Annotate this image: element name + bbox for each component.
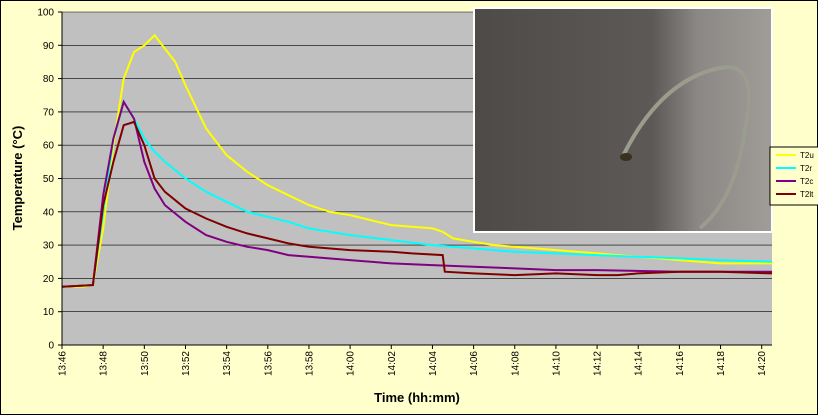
x-tick-label: 13:48: [99, 351, 110, 376]
legend-label: T2r: [800, 164, 812, 173]
y-tick-label: 40: [43, 207, 55, 218]
y-axis-title: Temperature (°C): [10, 126, 25, 231]
x-tick-label: 14:18: [716, 351, 727, 376]
x-axis-title: Time (hh:mm): [374, 390, 460, 405]
y-tick-label: 10: [43, 307, 55, 318]
x-tick-label: 14:14: [634, 351, 645, 376]
x-tick-label: 14:10: [551, 351, 562, 376]
x-tick-label: 14:04: [428, 351, 439, 376]
legend-box: [769, 146, 818, 206]
x-tick-label: 14:02: [387, 351, 398, 376]
x-tick-label: 14:16: [675, 351, 686, 376]
photo-inset: [473, 7, 773, 233]
photo: [473, 7, 773, 233]
x-tick-label: 13:46: [58, 351, 69, 376]
x-tick-label: 13:56: [263, 351, 274, 376]
y-tick-label: 100: [37, 8, 54, 19]
legend-label: T2c: [800, 177, 813, 186]
y-tick-label: 30: [43, 241, 55, 252]
x-tick-label: 13:58: [304, 351, 315, 376]
x-tick-label: 13:52: [181, 351, 192, 376]
x-tick-label: 14:06: [469, 351, 480, 376]
y-tick-label: 0: [48, 341, 54, 352]
photo-wire: [620, 65, 752, 230]
y-tick-label: 50: [43, 174, 55, 185]
legend-label: T2u: [800, 151, 814, 160]
x-tick-label: 14:20: [757, 351, 768, 376]
legend-label: T2lt: [800, 190, 814, 199]
series-line: [61, 99, 772, 288]
x-tick-label: 14:00: [346, 351, 357, 376]
x-tick-label: 13:54: [222, 351, 233, 376]
y-tick-label: 90: [43, 41, 55, 52]
photo-probe: [620, 153, 632, 161]
y-tick-label: 80: [43, 74, 55, 85]
y-tick-label: 20: [43, 274, 55, 285]
y-tick-label: 60: [43, 141, 55, 152]
series-line: [61, 120, 773, 288]
x-tick-label: 14:08: [510, 351, 521, 376]
y-tick-label: 70: [43, 107, 55, 118]
x-tick-label: 13:50: [140, 351, 151, 376]
x-tick-label: 14:12: [593, 351, 604, 376]
